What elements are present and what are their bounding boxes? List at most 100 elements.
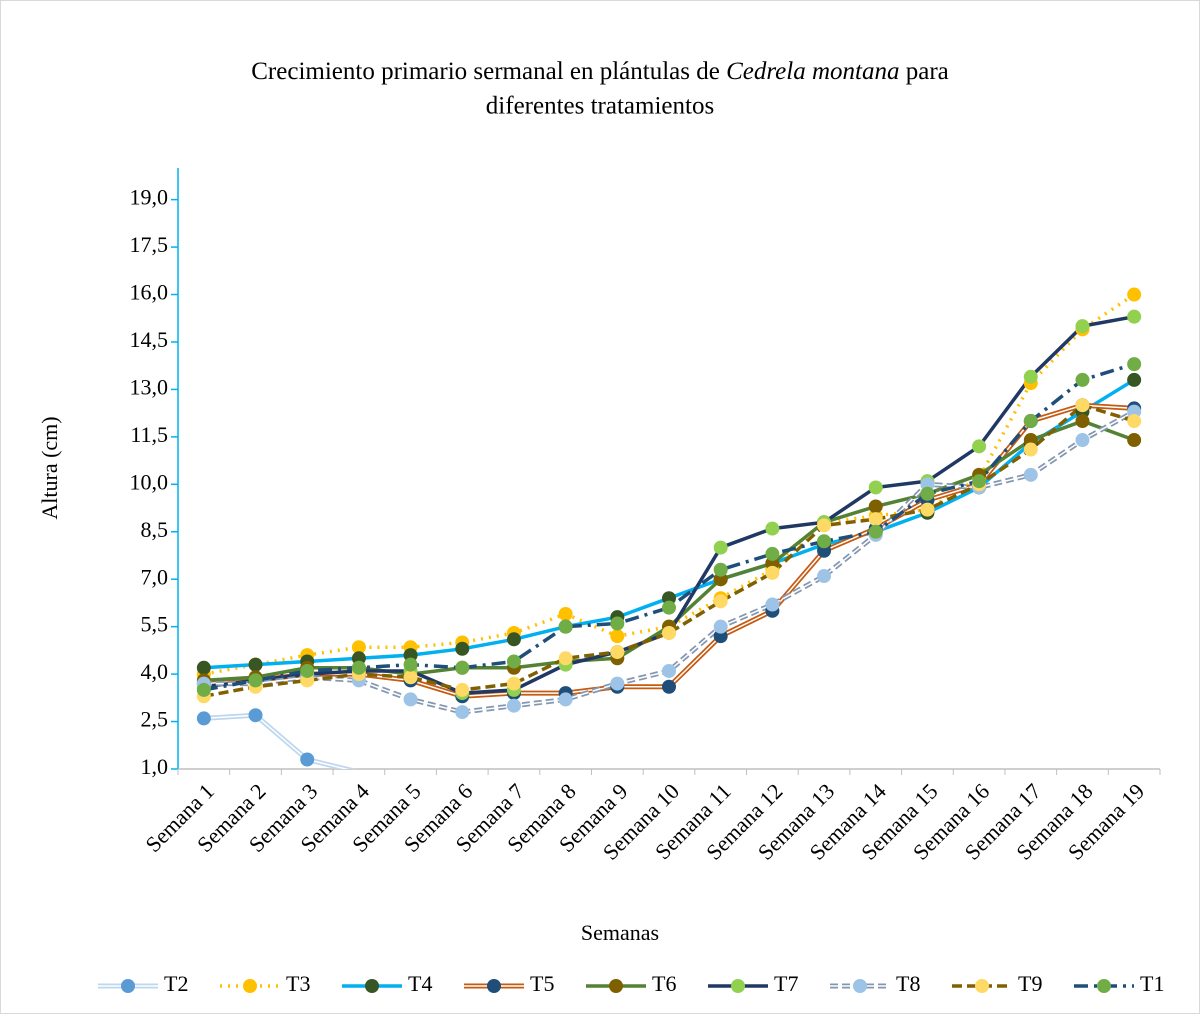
data-point (868, 512, 883, 527)
data-point (1127, 414, 1142, 429)
legend-marker (487, 979, 501, 993)
data-point (351, 660, 366, 675)
data-point (1127, 357, 1142, 372)
data-point (455, 641, 470, 656)
data-point (1127, 309, 1142, 324)
legend-marker (731, 979, 745, 993)
data-point (403, 692, 418, 707)
data-point (868, 499, 883, 514)
legend-label: T5 (530, 971, 554, 996)
legend-label: T7 (774, 971, 798, 996)
y-axis-label: Altura (cm) (37, 416, 62, 519)
legend-label: T1 (1140, 971, 1164, 996)
y-tick-label: 2,5 (141, 707, 169, 732)
series-line-inner (203, 714, 350, 769)
legend-label: T6 (652, 971, 676, 996)
data-point (351, 640, 366, 655)
data-point (506, 676, 521, 691)
legend-label: T9 (1018, 971, 1042, 996)
title-part: Crecimiento primario sermanal en plántul… (251, 58, 726, 85)
title-part: Cedrela montana (726, 58, 899, 85)
data-point (972, 474, 987, 489)
data-point (817, 518, 832, 533)
data-point (817, 569, 832, 584)
data-point (1127, 433, 1142, 448)
data-point (1075, 398, 1090, 413)
data-point (1023, 467, 1038, 482)
data-point (558, 607, 573, 622)
y-tick-label: 19,0 (130, 185, 169, 210)
legend-marker (243, 979, 257, 993)
y-tick-label: 1,0 (141, 754, 169, 779)
data-point (868, 524, 883, 539)
data-point (1023, 442, 1038, 457)
data-point (713, 619, 728, 634)
y-tick-label: 5,5 (141, 612, 169, 637)
legend-marker (609, 979, 623, 993)
data-point (403, 657, 418, 672)
legend-label: T4 (408, 971, 432, 996)
data-point (1127, 372, 1142, 387)
data-point (713, 540, 728, 555)
y-tick-label: 8,5 (141, 517, 169, 542)
data-point (920, 502, 935, 517)
y-tick-label: 17,5 (130, 232, 169, 257)
data-point (765, 521, 780, 536)
data-point (455, 682, 470, 697)
y-tick-label: 13,0 (130, 374, 169, 399)
data-point (506, 698, 521, 713)
data-point (300, 752, 315, 767)
legend-marker (121, 979, 135, 993)
data-point (610, 644, 625, 659)
data-point (248, 673, 263, 688)
legend-marker (365, 979, 379, 993)
legend-marker (853, 979, 867, 993)
data-point (713, 594, 728, 609)
title-part: para (899, 58, 948, 85)
data-point (1127, 287, 1142, 302)
data-point (662, 679, 676, 694)
x-axis-label: Semanas (581, 920, 659, 945)
data-point (1023, 369, 1038, 384)
y-tick-label: 16,0 (130, 280, 169, 305)
y-tick-label: 14,5 (130, 327, 169, 352)
data-point (662, 663, 676, 678)
data-point (817, 534, 832, 549)
data-point (868, 480, 883, 495)
data-point (403, 670, 418, 685)
data-point (248, 657, 263, 672)
data-point (300, 663, 315, 678)
data-point (662, 600, 676, 615)
data-point (972, 439, 987, 454)
data-point (662, 625, 676, 640)
data-point (920, 486, 935, 501)
chart-title: Crecimiento primario sermanal en plántul… (251, 58, 949, 85)
data-point (506, 654, 521, 669)
y-tick-label: 11,5 (130, 422, 168, 447)
legend-marker (975, 979, 989, 993)
legend-marker (1097, 979, 1111, 993)
data-point (1075, 414, 1090, 429)
y-tick-label: 7,0 (141, 564, 169, 589)
data-point (765, 597, 780, 612)
data-point (455, 660, 470, 675)
data-point (610, 616, 625, 631)
data-point (765, 565, 780, 580)
data-point (610, 676, 625, 691)
y-tick-label: 10,0 (130, 469, 169, 494)
data-point (248, 708, 263, 723)
data-point (558, 619, 573, 634)
data-point (713, 562, 728, 577)
data-point (1075, 372, 1090, 387)
legend-label: T2 (164, 971, 188, 996)
data-point (196, 682, 211, 697)
data-point (558, 692, 573, 707)
data-point (196, 660, 211, 675)
data-point (1075, 319, 1090, 334)
chart-title: diferentes tratamientos (486, 93, 714, 120)
data-point (506, 632, 521, 647)
data-point (455, 705, 470, 720)
data-point (610, 629, 625, 644)
